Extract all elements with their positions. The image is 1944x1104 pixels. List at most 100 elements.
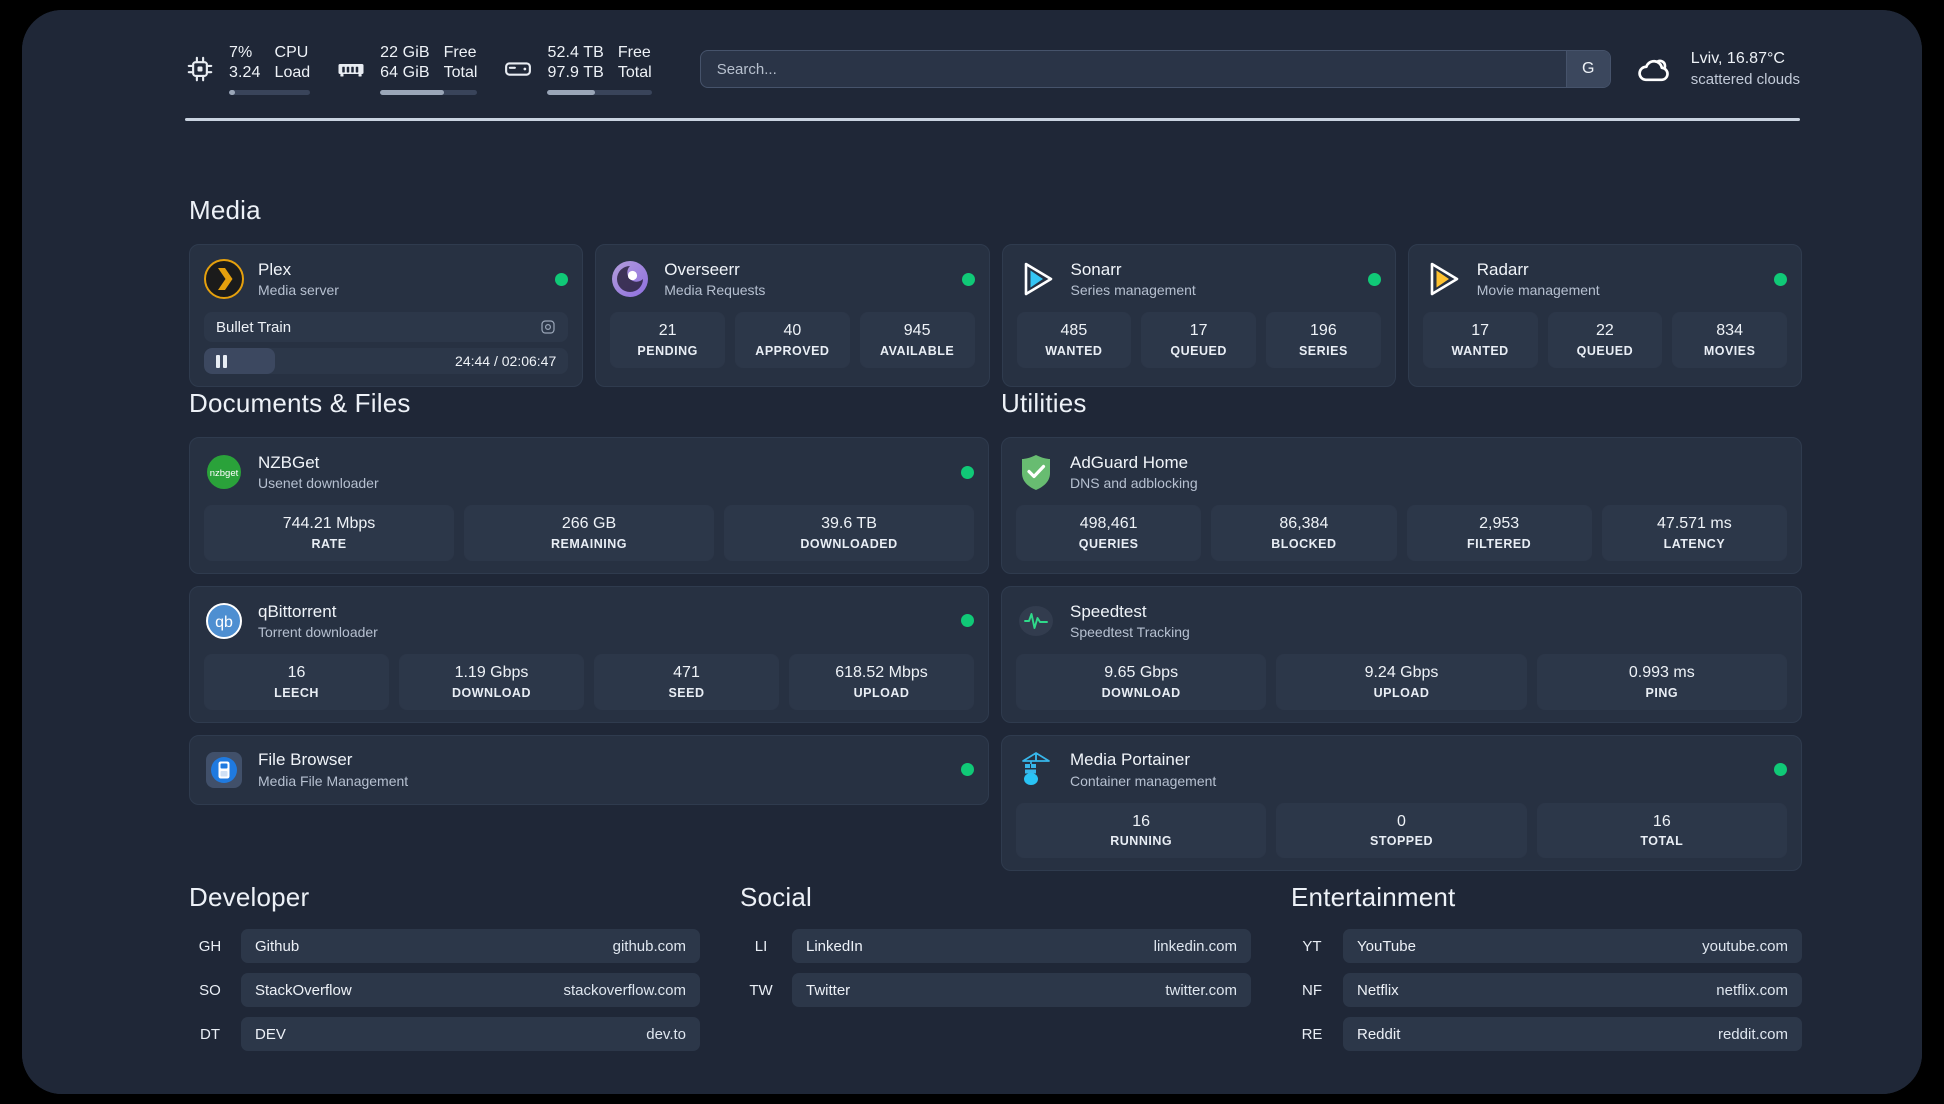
card-subtitle: Media Requests xyxy=(664,281,766,298)
bookmark-link[interactable]: YouTube youtube.com xyxy=(1343,929,1802,963)
stat-value: 17 xyxy=(1189,322,1208,339)
card-title: Sonarr xyxy=(1070,259,1122,279)
stat-tile: 945 AVAILABLE xyxy=(859,312,975,368)
card-header: Plex Media server xyxy=(204,257,569,301)
stat-value: 9.24 Gbps xyxy=(1364,663,1439,681)
bookmark-group-title: Developer xyxy=(189,882,310,912)
overseerr-logo-icon xyxy=(610,259,650,299)
search-input[interactable] xyxy=(700,51,1566,87)
bookmark-abbr: GH xyxy=(198,937,222,955)
bookmark-name: DEV xyxy=(255,1025,286,1043)
cpu-stat-group[interactable]: 7% 3.24 CPU Load xyxy=(185,43,311,95)
bookmark-link[interactable]: Netflix netflix.com xyxy=(1343,973,1802,1007)
bookmark-item[interactable]: TW Twitter twitter.com xyxy=(740,973,1251,1007)
service-card-sonarr[interactable]: Sonarr Series management 485 WANTED 17 Q… xyxy=(1001,244,1396,387)
stat-label: DOWNLOAD xyxy=(452,685,531,700)
stat-tile: 22 QUEUED xyxy=(1547,312,1663,368)
time-separator: / xyxy=(493,353,498,369)
stat-tile: 86,384 BLOCKED xyxy=(1211,505,1397,561)
stat-label: UPLOAD xyxy=(1373,685,1430,700)
stat-value: 86,384 xyxy=(1279,515,1329,532)
disk-progress-bar xyxy=(547,89,652,95)
service-card-nzbget[interactable]: nzbget NZBGet Usenet downloader 74 xyxy=(189,437,989,574)
stat-label: WANTED xyxy=(1045,343,1103,358)
now-playing-title: Bullet Train xyxy=(216,318,292,336)
stat-label: QUERIES xyxy=(1078,536,1139,551)
disk-stat-group[interactable]: 52.4 TB 97.9 TB Free Total xyxy=(503,43,652,95)
stat-label: PENDING xyxy=(637,343,698,358)
cpu-usage-value: 7% xyxy=(229,44,253,62)
card-subtitle: Usenet downloader xyxy=(258,474,379,491)
sonarr-logo-icon xyxy=(1017,259,1057,299)
service-card-overseerr[interactable]: Overseerr Media Requests 21 PENDING 40 A… xyxy=(595,244,990,387)
status-badge-online xyxy=(1774,272,1787,286)
search-bar[interactable]: G xyxy=(699,50,1611,88)
bookmark-link[interactable]: LinkedIn linkedin.com xyxy=(792,929,1251,963)
bookmark-name: Twitter xyxy=(806,981,851,999)
progress-fill xyxy=(204,348,276,374)
bookmark-url: reddit.com xyxy=(1717,1025,1788,1043)
stat-label: TOTAL xyxy=(1640,834,1684,849)
stat-label: REMAINING xyxy=(550,536,628,551)
memory-stat-group[interactable]: 22 GiB 64 GiB Free Total xyxy=(336,43,478,95)
bookmark-item[interactable]: NF Netflix netflix.com xyxy=(1291,973,1802,1007)
documents-card-list: nzbget NZBGet Usenet downloader 74 xyxy=(189,437,989,805)
weather-condition: scattered clouds xyxy=(1690,70,1800,88)
bookmark-link[interactable]: StackOverflow stackoverflow.com xyxy=(241,973,700,1007)
bookmark-item[interactable]: RE Reddit reddit.com xyxy=(1291,1017,1802,1051)
stat-tile: 618.52 Mbps UPLOAD xyxy=(789,653,974,710)
bookmark-item[interactable]: YT YouTube youtube.com xyxy=(1291,929,1802,963)
status-badge-online xyxy=(961,614,974,628)
service-card-media-portainer[interactable]: Media Portainer Container management 16 … xyxy=(1001,734,1802,872)
stat-value: 266 GB xyxy=(561,515,617,532)
disk-free-value: 52.4 TB xyxy=(547,44,604,62)
stat-label: QUEUED xyxy=(1576,343,1634,358)
bookmark-group-social: Social LI LinkedIn linkedin.com TW Twitt… xyxy=(740,882,1251,1051)
service-card-adguard-home[interactable]: AdGuard Home DNS and adblocking 498,461 … xyxy=(1001,437,1802,574)
bookmark-url: github.com xyxy=(612,937,686,955)
status-badge-online xyxy=(1367,272,1381,286)
card-header: nzbget NZBGet Usenet downloader xyxy=(204,450,974,494)
stat-value: 0.993 ms xyxy=(1628,663,1695,681)
stat-tile: 0 STOPPED xyxy=(1276,802,1527,859)
bookmarks-section: Developer GH Github github.com SO StackO… xyxy=(189,882,1802,1051)
pause-icon[interactable] xyxy=(216,354,227,368)
bookmark-link[interactable]: Github github.com xyxy=(241,929,700,963)
card-title: Plex xyxy=(258,259,292,279)
stat-tile: 16 LEECH xyxy=(204,653,389,710)
bookmark-link[interactable]: Twitter twitter.com xyxy=(792,973,1251,1007)
bookmark-item[interactable]: GH Github github.com xyxy=(189,929,700,963)
top-bar: 7% 3.24 CPU Load xyxy=(185,34,1800,104)
service-card-file-browser[interactable]: File Browser Media File Management xyxy=(189,734,989,805)
stat-tile: 196 SERIES xyxy=(1266,312,1381,368)
service-card-qbittorrent[interactable]: qb qBittorrent Torrent downloader xyxy=(189,585,989,723)
stat-value: 0 xyxy=(1397,812,1406,830)
bookmark-abbr: TW xyxy=(749,981,773,999)
bookmark-url: netflix.com xyxy=(1716,981,1788,999)
bookmark-link[interactable]: Reddit reddit.com xyxy=(1343,1017,1802,1051)
memory-progress-bar xyxy=(380,89,478,95)
now-playing-title-row: Bullet Train xyxy=(204,312,569,342)
stat-label: BLOCKED xyxy=(1271,536,1337,551)
gear-icon[interactable] xyxy=(540,319,556,335)
memory-free-label: Free xyxy=(443,44,477,62)
stat-label: MOVIES xyxy=(1703,343,1756,358)
dashboard-page: 7% 3.24 CPU Load xyxy=(22,10,1922,1094)
now-playing-progress[interactable]: 24:44 / 02:06:47 xyxy=(204,348,569,374)
header-divider xyxy=(185,118,1800,121)
search-engine-button[interactable]: G xyxy=(1565,51,1610,87)
bookmark-item[interactable]: SO StackOverflow stackoverflow.com xyxy=(189,973,700,1007)
bookmark-link[interactable]: DEV dev.to xyxy=(241,1017,700,1051)
card-header: File Browser Media File Management xyxy=(204,748,974,792)
stat-tile: 266 GB REMAINING xyxy=(464,505,714,561)
media-section: Media Plex Media server xyxy=(189,195,1802,387)
service-card-radarr[interactable]: Radarr Movie management 17 WANTED 22 QUE… xyxy=(1407,244,1802,387)
weather-widget[interactable]: Lviv, 16.87°C scattered clouds xyxy=(1635,48,1800,90)
bookmark-list: GH Github github.com SO StackOverflow st… xyxy=(189,929,700,1051)
service-card-plex[interactable]: Plex Media server Bullet Train xyxy=(189,244,584,387)
bookmark-item[interactable]: DT DEV dev.to xyxy=(189,1017,700,1051)
stat-tile: 744.21 Mbps RATE xyxy=(204,505,454,561)
stat-value: 2,953 xyxy=(1479,515,1520,532)
service-card-speedtest[interactable]: Speedtest Speedtest Tracking 9.65 Gbps D… xyxy=(1001,585,1802,723)
bookmark-item[interactable]: LI LinkedIn linkedin.com xyxy=(740,929,1251,963)
